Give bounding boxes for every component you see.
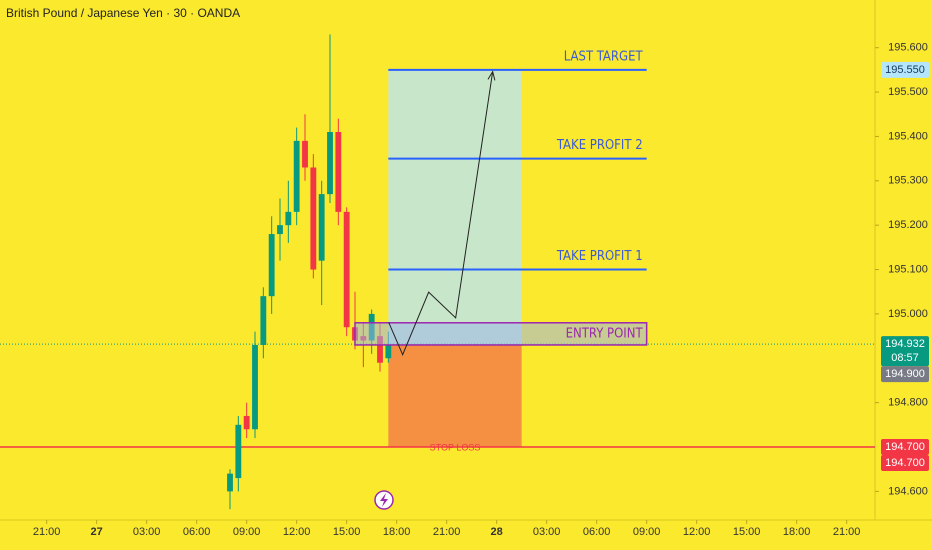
entry-label: ENTRY POINT — [566, 326, 644, 341]
price-label: 194.700 — [885, 457, 925, 469]
price-label-bg — [881, 336, 929, 367]
candle-body — [277, 225, 283, 235]
candle-body — [385, 344, 392, 359]
candle-body — [285, 211, 292, 226]
x-tick-label: 21:00 — [433, 526, 461, 538]
x-tick-label: 03:00 — [133, 526, 161, 538]
x-tick-label: 06:00 — [183, 526, 211, 538]
x-tick-label: 15:00 — [733, 526, 761, 538]
profit-zone — [388, 69, 522, 345]
candle-body — [343, 211, 350, 328]
price-label: 195.550 — [885, 64, 925, 76]
entry-box — [354, 322, 648, 346]
x-tick-label: 12:00 — [683, 526, 711, 538]
candle-body — [227, 473, 233, 492]
x-tick-label: 18:00 — [383, 526, 411, 538]
projection-path — [388, 71, 494, 357]
x-tick-label: 12:00 — [283, 526, 311, 538]
price-label: 194.932 — [885, 338, 925, 350]
candle-body — [377, 336, 383, 363]
x-tick-label: 28 — [491, 526, 503, 538]
candle-body — [335, 131, 342, 212]
y-tick-label: 195.400 — [888, 130, 928, 142]
candle-body — [327, 131, 333, 195]
price-countdown: 08:57 — [891, 352, 919, 364]
x-tick-label: 21:00 — [833, 526, 861, 538]
x-tick-label: 06:00 — [583, 526, 611, 538]
x-tick-label: 09:00 — [633, 526, 661, 538]
y-tick-label: 195.300 — [888, 175, 928, 187]
y-tick-label: 195.500 — [888, 86, 928, 98]
price-label: 194.700 — [885, 441, 925, 453]
x-tick-label: 09:00 — [233, 526, 261, 538]
chart-title: British Pound / Japanese Yen · 30 · OAND… — [6, 6, 240, 20]
price-label-bg — [881, 366, 929, 383]
price-label: 194.900 — [885, 368, 925, 380]
candle-body — [243, 415, 250, 430]
candle-body — [235, 424, 242, 479]
loss-zone — [388, 344, 522, 448]
candle-body — [260, 296, 267, 345]
event-icon[interactable] — [374, 490, 394, 510]
candle-body — [318, 194, 325, 261]
target-label: LAST TARGET — [564, 49, 644, 64]
y-tick-label: 194.600 — [888, 485, 928, 497]
price-label-bg — [881, 455, 929, 472]
price-label-bg — [881, 439, 929, 456]
x-tick-label: 18:00 — [783, 526, 811, 538]
x-tick-label: 21:00 — [33, 526, 61, 538]
x-tick-label: 27 — [91, 526, 103, 538]
y-tick-label: 195.200 — [888, 219, 928, 231]
target-label: TAKE PROFIT 1 — [556, 249, 643, 264]
candle-body — [268, 234, 275, 297]
stop-loss-label: STOP LOSS — [430, 442, 481, 452]
candle-body — [252, 344, 258, 430]
y-tick-label: 195.100 — [888, 263, 928, 275]
candle-body — [310, 167, 317, 270]
price-label-bg — [881, 61, 929, 78]
candle-body — [293, 140, 300, 212]
y-tick-label: 195.600 — [888, 42, 928, 54]
y-tick-label: 195.000 — [888, 308, 928, 320]
x-tick-label: 15:00 — [333, 526, 361, 538]
projection-arrowhead — [487, 70, 496, 81]
candle-body — [302, 140, 308, 168]
y-tick-label: 194.800 — [888, 397, 928, 409]
target-label: TAKE PROFIT 2 — [556, 138, 643, 153]
x-tick-label: 03:00 — [533, 526, 561, 538]
